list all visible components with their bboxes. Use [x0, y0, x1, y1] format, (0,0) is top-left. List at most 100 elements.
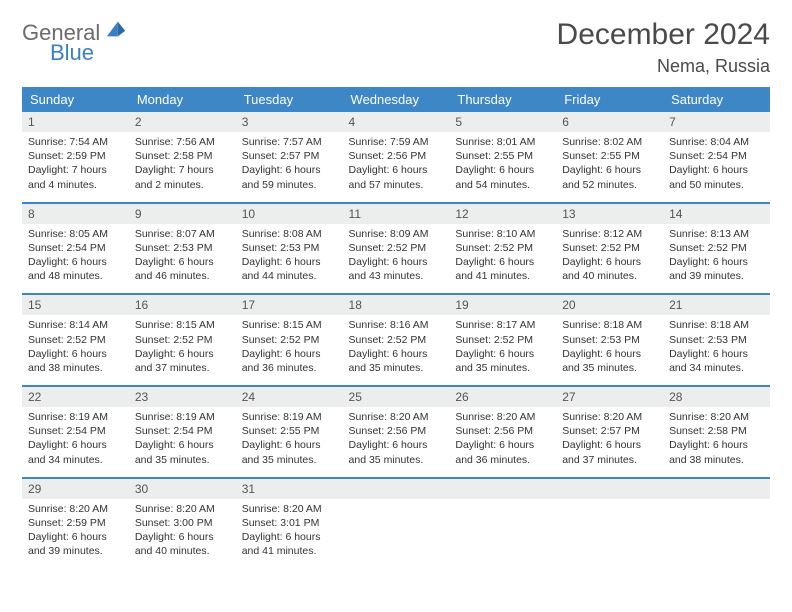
sunrise-line: Sunrise: 8:08 AM — [242, 227, 337, 241]
day-body: Sunrise: 7:56 AMSunset: 2:58 PMDaylight:… — [129, 132, 236, 202]
daylight-line: Daylight: 6 hours and 59 minutes. — [242, 163, 337, 191]
daylight-line: Daylight: 6 hours and 35 minutes. — [349, 347, 444, 375]
sunset-line: Sunset: 2:57 PM — [562, 424, 657, 438]
sunset-line: Sunset: 2:52 PM — [242, 333, 337, 347]
day-body-empty — [556, 499, 663, 563]
day-cell: 24Sunrise: 8:19 AMSunset: 2:55 PMDayligh… — [236, 386, 343, 478]
day-cell — [556, 478, 663, 569]
day-body: Sunrise: 8:19 AMSunset: 2:54 PMDaylight:… — [129, 407, 236, 477]
logo-text-blue: Blue — [50, 42, 127, 64]
day-cell: 14Sunrise: 8:13 AMSunset: 2:52 PMDayligh… — [663, 203, 770, 295]
sunrise-line: Sunrise: 8:15 AM — [242, 318, 337, 332]
sunrise-line: Sunrise: 8:12 AM — [562, 227, 657, 241]
day-body: Sunrise: 7:54 AMSunset: 2:59 PMDaylight:… — [22, 132, 129, 202]
sunrise-line: Sunrise: 8:16 AM — [349, 318, 444, 332]
sunset-line: Sunset: 2:56 PM — [455, 424, 550, 438]
sunrise-line: Sunrise: 7:59 AM — [349, 135, 444, 149]
day-number: 16 — [129, 295, 236, 315]
daylight-line: Daylight: 6 hours and 39 minutes. — [28, 530, 123, 558]
sunset-line: Sunset: 2:54 PM — [135, 424, 230, 438]
day-number: 26 — [449, 387, 556, 407]
day-number: 30 — [129, 479, 236, 499]
day-cell: 19Sunrise: 8:17 AMSunset: 2:52 PMDayligh… — [449, 294, 556, 386]
daylight-line: Daylight: 6 hours and 46 minutes. — [135, 255, 230, 283]
day-number: 8 — [22, 204, 129, 224]
week-row: 22Sunrise: 8:19 AMSunset: 2:54 PMDayligh… — [22, 386, 770, 478]
daylight-line: Daylight: 6 hours and 37 minutes. — [135, 347, 230, 375]
day-number: 9 — [129, 204, 236, 224]
day-body-empty — [343, 499, 450, 563]
day-cell: 17Sunrise: 8:15 AMSunset: 2:52 PMDayligh… — [236, 294, 343, 386]
day-body: Sunrise: 8:09 AMSunset: 2:52 PMDaylight:… — [343, 224, 450, 294]
day-body: Sunrise: 8:19 AMSunset: 2:55 PMDaylight:… — [236, 407, 343, 477]
day-number: 20 — [556, 295, 663, 315]
daylight-line: Daylight: 6 hours and 35 minutes. — [455, 347, 550, 375]
day-cell: 16Sunrise: 8:15 AMSunset: 2:52 PMDayligh… — [129, 294, 236, 386]
sunset-line: Sunset: 3:01 PM — [242, 516, 337, 530]
day-number: 23 — [129, 387, 236, 407]
sunrise-line: Sunrise: 8:15 AM — [135, 318, 230, 332]
daylight-line: Daylight: 6 hours and 54 minutes. — [455, 163, 550, 191]
day-number: 31 — [236, 479, 343, 499]
daylight-line: Daylight: 6 hours and 34 minutes. — [28, 438, 123, 466]
sunset-line: Sunset: 2:53 PM — [242, 241, 337, 255]
day-cell — [449, 478, 556, 569]
day-number: 24 — [236, 387, 343, 407]
triangle-icon — [105, 18, 127, 40]
sunset-line: Sunset: 2:58 PM — [135, 149, 230, 163]
day-cell: 15Sunrise: 8:14 AMSunset: 2:52 PMDayligh… — [22, 294, 129, 386]
day-number: 7 — [663, 112, 770, 132]
sunrise-line: Sunrise: 8:20 AM — [562, 410, 657, 424]
day-body: Sunrise: 8:08 AMSunset: 2:53 PMDaylight:… — [236, 224, 343, 294]
day-number: 1 — [22, 112, 129, 132]
day-body: Sunrise: 8:20 AMSunset: 2:57 PMDaylight:… — [556, 407, 663, 477]
sunrise-line: Sunrise: 8:18 AM — [562, 318, 657, 332]
day-number-empty — [449, 479, 556, 499]
day-body: Sunrise: 7:57 AMSunset: 2:57 PMDaylight:… — [236, 132, 343, 202]
day-cell: 3Sunrise: 7:57 AMSunset: 2:57 PMDaylight… — [236, 112, 343, 203]
sunrise-line: Sunrise: 8:05 AM — [28, 227, 123, 241]
sunrise-line: Sunrise: 8:20 AM — [242, 502, 337, 516]
sunset-line: Sunset: 2:56 PM — [349, 424, 444, 438]
month-title: December 2024 — [557, 18, 770, 52]
daylight-line: Daylight: 6 hours and 35 minutes. — [562, 347, 657, 375]
day-number: 12 — [449, 204, 556, 224]
day-cell: 1Sunrise: 7:54 AMSunset: 2:59 PMDaylight… — [22, 112, 129, 203]
week-row: 1Sunrise: 7:54 AMSunset: 2:59 PMDaylight… — [22, 112, 770, 203]
daylight-line: Daylight: 6 hours and 37 minutes. — [562, 438, 657, 466]
sunset-line: Sunset: 2:56 PM — [349, 149, 444, 163]
sunrise-line: Sunrise: 8:14 AM — [28, 318, 123, 332]
calendar-table: SundayMondayTuesdayWednesdayThursdayFrid… — [22, 87, 770, 568]
sunrise-line: Sunrise: 8:13 AM — [669, 227, 764, 241]
daylight-line: Daylight: 6 hours and 52 minutes. — [562, 163, 657, 191]
daylight-line: Daylight: 6 hours and 40 minutes. — [562, 255, 657, 283]
daylight-line: Daylight: 6 hours and 41 minutes. — [455, 255, 550, 283]
day-body: Sunrise: 7:59 AMSunset: 2:56 PMDaylight:… — [343, 132, 450, 202]
sunrise-line: Sunrise: 8:10 AM — [455, 227, 550, 241]
day-body: Sunrise: 8:20 AMSunset: 2:59 PMDaylight:… — [22, 499, 129, 569]
day-cell: 13Sunrise: 8:12 AMSunset: 2:52 PMDayligh… — [556, 203, 663, 295]
sunrise-line: Sunrise: 7:57 AM — [242, 135, 337, 149]
week-row: 8Sunrise: 8:05 AMSunset: 2:54 PMDaylight… — [22, 203, 770, 295]
daylight-line: Daylight: 6 hours and 50 minutes. — [669, 163, 764, 191]
day-body: Sunrise: 8:17 AMSunset: 2:52 PMDaylight:… — [449, 315, 556, 385]
day-body: Sunrise: 8:01 AMSunset: 2:55 PMDaylight:… — [449, 132, 556, 202]
daylight-line: Daylight: 6 hours and 39 minutes. — [669, 255, 764, 283]
daylight-line: Daylight: 7 hours and 4 minutes. — [28, 163, 123, 191]
day-number: 13 — [556, 204, 663, 224]
day-cell: 5Sunrise: 8:01 AMSunset: 2:55 PMDaylight… — [449, 112, 556, 203]
day-body-empty — [663, 499, 770, 563]
day-number: 14 — [663, 204, 770, 224]
day-body-empty — [449, 499, 556, 563]
daylight-line: Daylight: 6 hours and 35 minutes. — [242, 438, 337, 466]
sunset-line: Sunset: 2:53 PM — [135, 241, 230, 255]
day-number: 18 — [343, 295, 450, 315]
day-number: 29 — [22, 479, 129, 499]
weekday-header: Sunday — [22, 87, 129, 112]
day-body: Sunrise: 8:16 AMSunset: 2:52 PMDaylight:… — [343, 315, 450, 385]
day-body: Sunrise: 8:20 AMSunset: 2:58 PMDaylight:… — [663, 407, 770, 477]
header: General Blue December 2024 Nema, Russia — [22, 18, 770, 77]
sunrise-line: Sunrise: 7:54 AM — [28, 135, 123, 149]
sunset-line: Sunset: 2:59 PM — [28, 516, 123, 530]
sunrise-line: Sunrise: 8:19 AM — [135, 410, 230, 424]
